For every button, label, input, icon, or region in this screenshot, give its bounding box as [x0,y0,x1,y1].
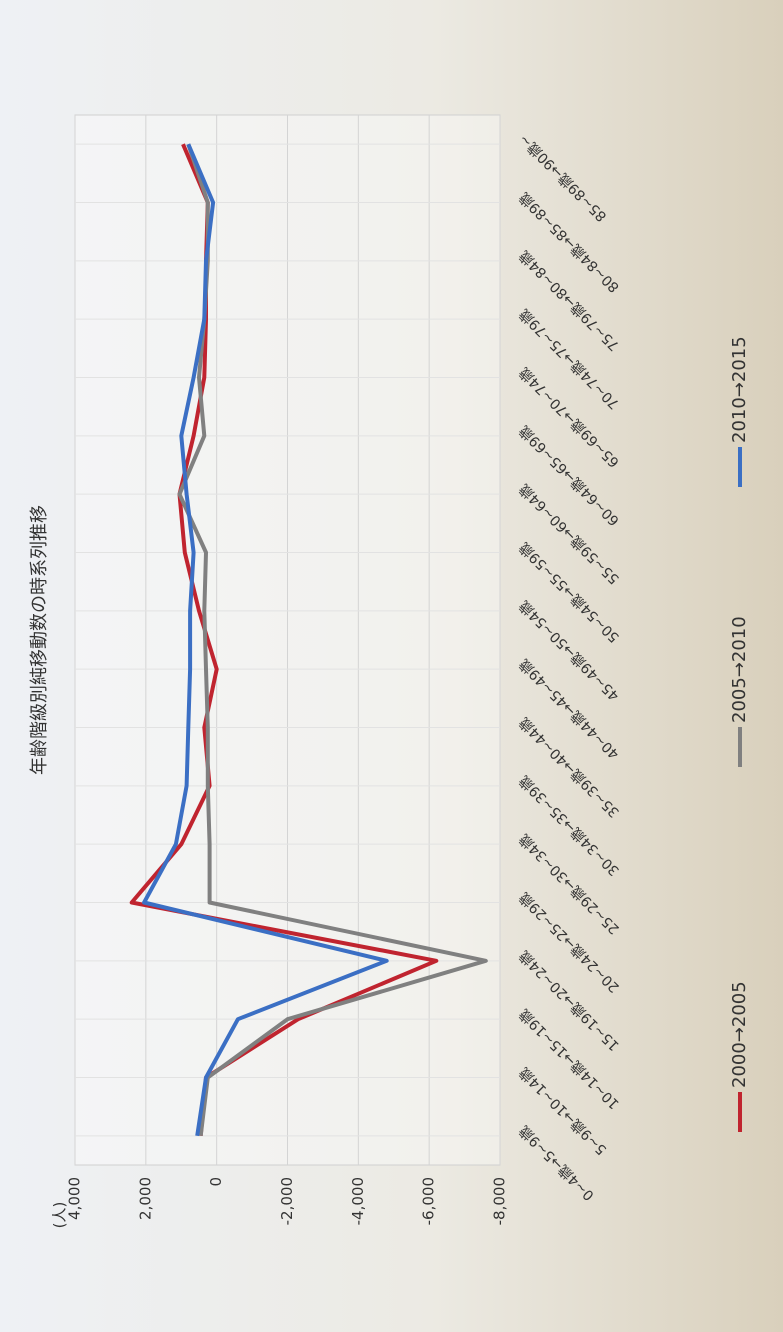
legend-label: 2000→2005 [729,981,750,1088]
y-tick-label: -4,000 [349,1177,367,1225]
y-tick-label: 4,000 [66,1177,84,1220]
y-tick-label: -2,000 [278,1177,296,1225]
y-tick-label: 2,000 [136,1177,154,1220]
y-axis-unit: (人) [51,1202,69,1229]
legend-label: 2010→2015 [729,336,750,443]
y-tick-label: 0 [207,1177,225,1187]
legend-label: 2005→2010 [729,616,750,723]
series-line [142,143,389,1137]
y-tick-label: -8,000 [491,1177,509,1225]
chart-title: 年齢階級別純移動数の時系列推移 [29,505,50,775]
y-tick-label: -6,000 [420,1177,438,1225]
